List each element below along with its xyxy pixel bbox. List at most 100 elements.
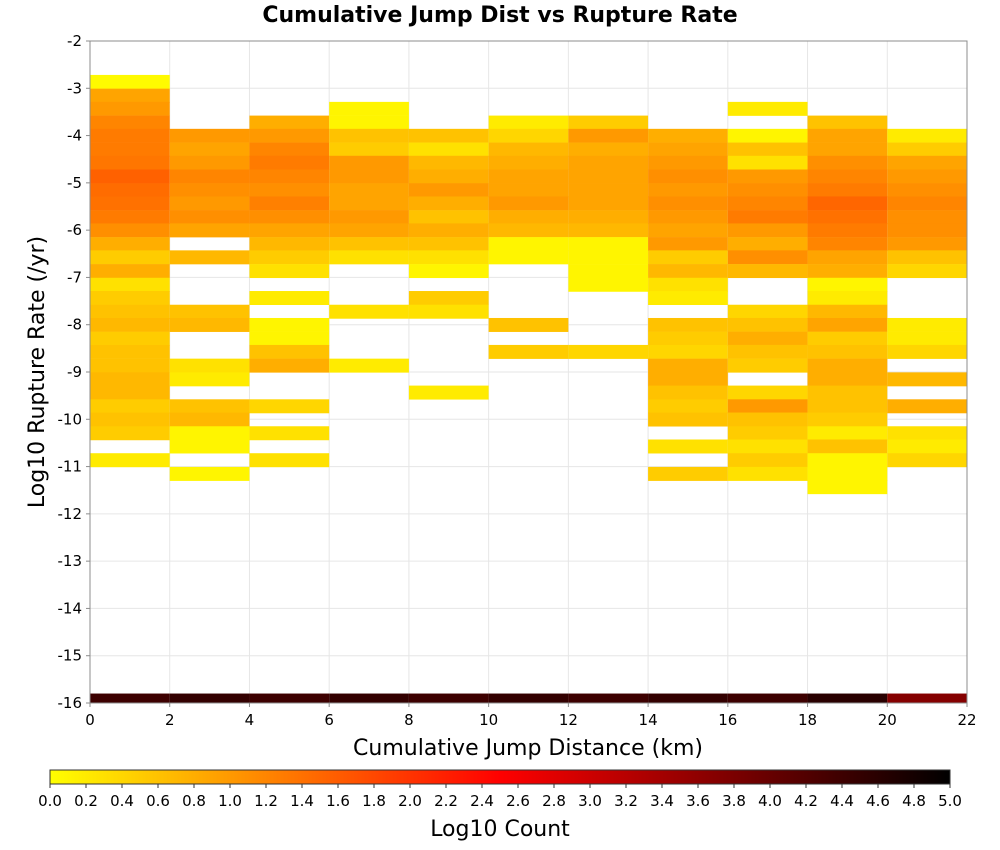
heatmap-cell [408,237,489,252]
heatmap-cell [568,237,649,252]
heatmap-cell [329,237,409,252]
heatmap-cell-bottom [249,693,330,703]
heatmap-cell [169,466,250,481]
x-tick-label: 18 [798,711,817,729]
heatmap-cell [90,142,170,157]
heatmap-cell [727,196,808,211]
heatmap-cell [329,169,409,184]
heatmap-cell [807,439,888,454]
heatmap-cell [887,399,967,414]
x-tick-label: 10 [479,711,498,729]
colorbar-tick-label: 4.4 [830,792,854,810]
heatmap-cell [648,196,728,211]
colorbar-tick-label: 2.6 [506,792,530,810]
heatmap-cell [169,358,250,373]
heatmap-cell [887,142,967,157]
heatmap-cell [648,385,728,400]
heatmap-cell [90,223,170,238]
heatmap-cell [568,115,649,130]
heatmap-cell [807,277,888,292]
heatmap-cell [408,128,489,143]
heatmap-cell [887,331,967,346]
heatmap-cell [169,128,250,143]
heatmap-cell [249,250,330,265]
heatmap-cell [727,250,808,265]
x-tick-label: 6 [324,711,334,729]
y-tick-label: -3 [67,79,82,97]
heatmap-cell [648,223,728,238]
heatmap-cell [568,142,649,157]
heatmap-cell [648,344,728,359]
heatmap-cell [488,237,569,252]
heatmap-cell [727,466,808,481]
heatmap-cell [90,372,170,387]
heatmap-cell [648,439,728,454]
colorbar-tick-label: 3.6 [686,792,710,810]
y-tick-label: -16 [58,694,83,712]
heatmap-cell [90,128,170,143]
heatmap-cell [488,183,569,198]
heatmap-cell [408,385,489,400]
heatmap-cell [807,304,888,319]
heatmap-cell [90,453,170,468]
heatmap-cell [249,128,330,143]
heatmap-cell [488,142,569,157]
heatmap-cell [408,183,489,198]
heatmap-cell [887,183,967,198]
heatmap-cell [408,210,489,225]
colorbar-tick-label: 1.6 [326,792,350,810]
heatmap-cell [648,183,728,198]
heatmap-cell [807,372,888,387]
heatmap-cell [408,250,489,265]
heatmap-cell [648,291,728,305]
heatmap-cell-bottom [807,693,888,703]
heatmap-cell [329,142,409,157]
heatmap-cell-bottom [727,693,808,703]
heatmap-cell [488,169,569,184]
heatmap-cell [807,250,888,265]
heatmap-cell [568,344,649,359]
heatmap-cell [887,453,967,468]
heatmap-cell [169,426,250,441]
colorbar-tick-label: 2.2 [434,792,458,810]
heatmap-cell [249,183,330,198]
heatmap-cell [568,128,649,143]
y-tick-label: -11 [58,458,83,476]
heatmap-cell [90,101,170,116]
heatmap-cell [887,439,967,454]
heatmap-cell [329,223,409,238]
chart-title: Cumulative Jump Dist vs Rupture Rate [262,3,737,28]
heatmap-cell [488,155,569,170]
heatmap-cell [727,439,808,454]
heatmap-cell [408,291,489,305]
heatmap-cell [648,331,728,346]
heatmap-cell-bottom [408,693,489,703]
heatmap-cell [249,264,330,279]
heatmap-cell [887,237,967,252]
heatmap-cell [887,264,967,279]
heatmap-cell [408,196,489,211]
heatmap-cell [249,399,330,414]
heatmap-cell [568,264,649,279]
heatmap-cell [169,155,250,170]
heatmap-cell [90,155,170,170]
heatmap-cell [727,101,808,116]
heatmap-cell [807,385,888,400]
heatmap-cell [727,155,808,170]
heatmap-cell [488,344,569,359]
heatmap-cells [90,74,967,703]
heatmap-cell [727,317,808,332]
heatmap-cell [169,372,250,387]
heatmap-cell [169,399,250,414]
heatmap-cell [169,317,250,332]
x-tick-label: 14 [639,711,658,729]
colorbar-tick-label: 4.8 [902,792,926,810]
heatmap-cell [90,115,170,130]
x-tick-label: 2 [165,711,175,729]
colorbar-tick-label: 4.6 [866,792,890,810]
heatmap-cell [90,317,170,332]
x-axis-title: Cumulative Jump Distance (km) [353,736,703,761]
heatmap-cell [648,142,728,157]
colorbar-tick-label: 1.4 [290,792,314,810]
heatmap-cell [90,344,170,359]
